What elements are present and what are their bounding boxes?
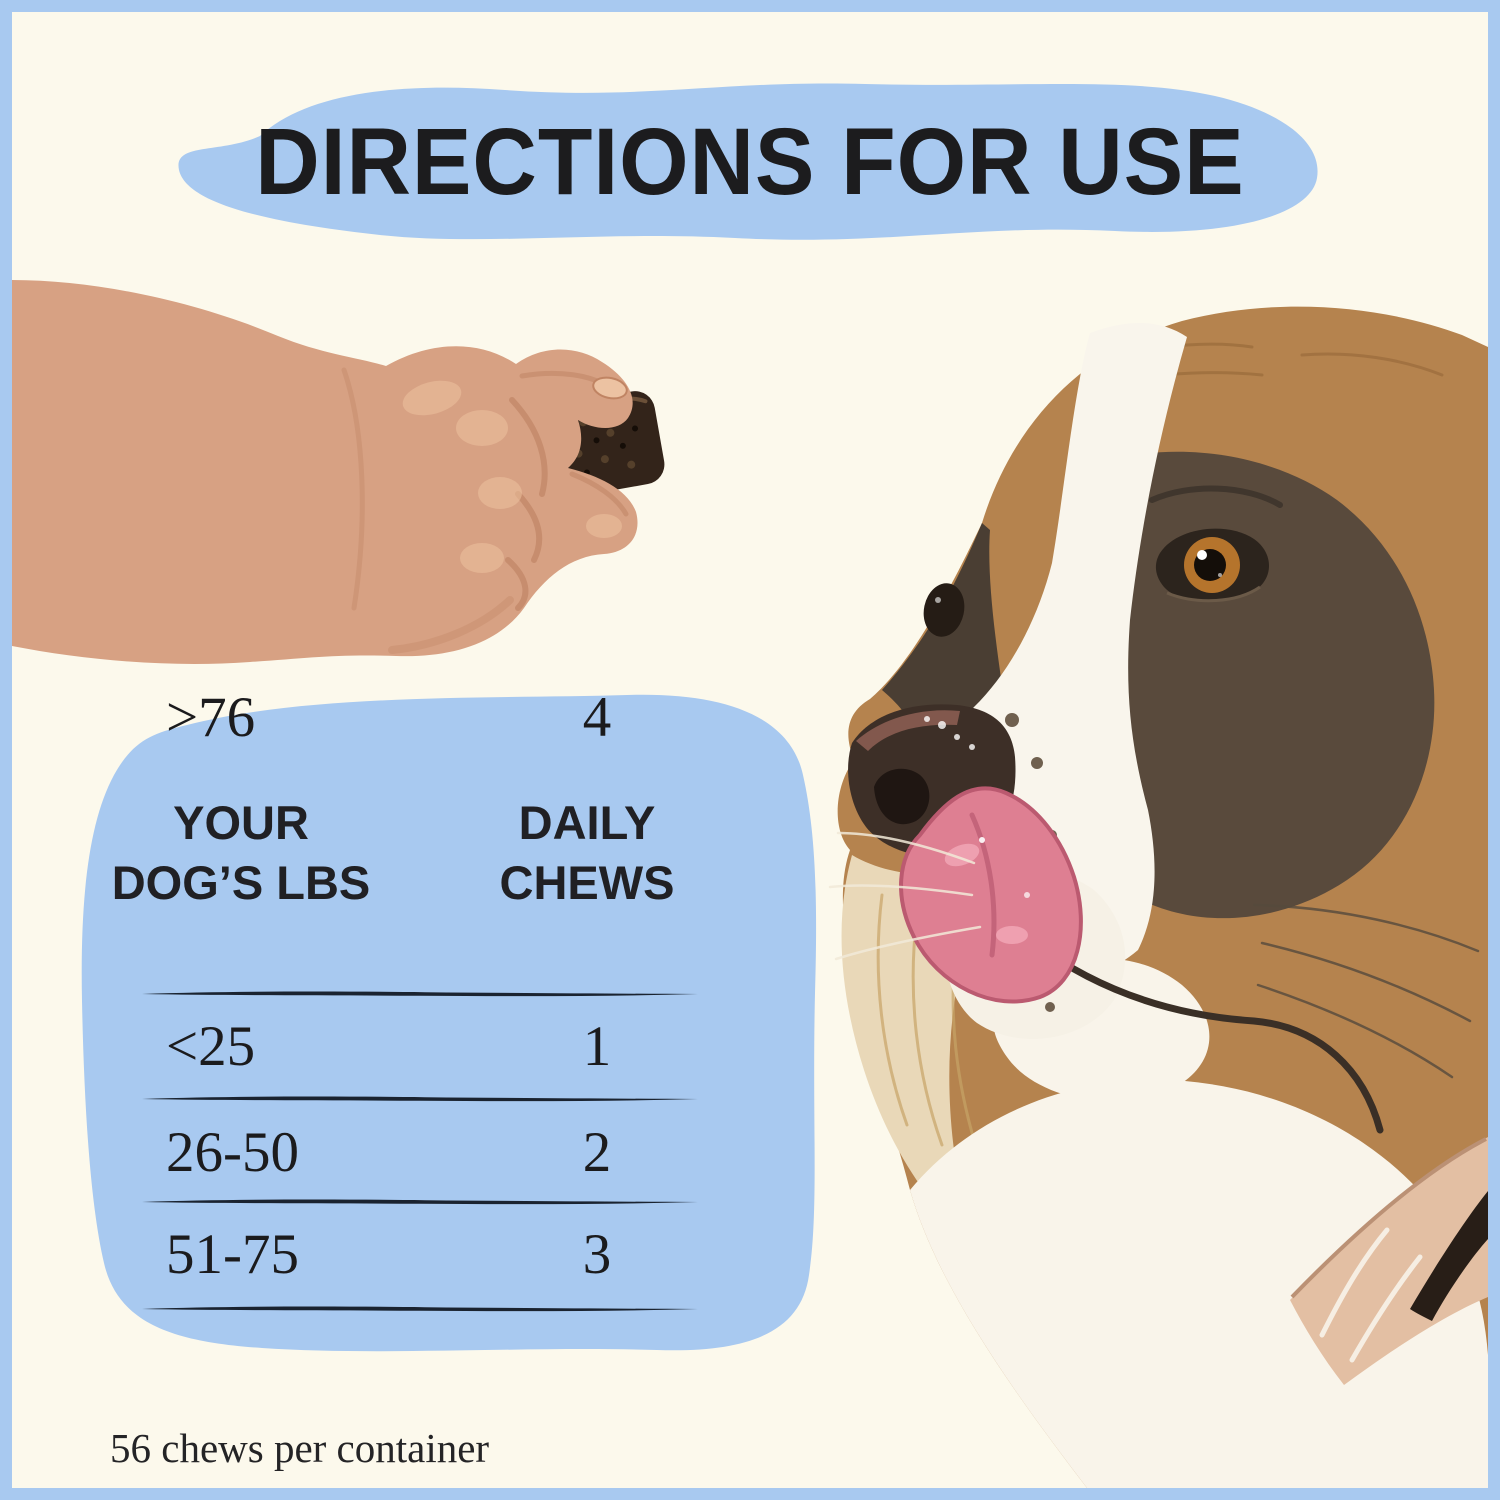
dog-photo <box>822 295 1488 1488</box>
weight-range: >76 <box>166 686 256 749</box>
chew-count: 1 <box>582 1015 612 1078</box>
table-row: 26-50 2 <box>62 1118 822 1188</box>
table-row: >76 4 <box>62 683 822 753</box>
page-title: DIRECTIONS FOR USE <box>255 108 1245 215</box>
hand-photo <box>12 278 732 710</box>
dog-far-eye <box>923 583 965 637</box>
fingernail <box>592 376 628 400</box>
title-banner: DIRECTIONS FOR USE <box>165 74 1335 250</box>
collar-buckle <box>1410 1191 1488 1321</box>
row-divider <box>142 991 698 997</box>
page-background: DIRECTIONS FOR USE <box>12 12 1488 1488</box>
table-row: <25 1 <box>62 1012 822 1082</box>
table-blob-shape <box>81 694 817 1352</box>
dosage-table: YOUR DOG’S LBS DAILY CHEWS <25 1 26-50 2… <box>62 683 822 1363</box>
dog-eye <box>1149 485 1283 603</box>
column-header-dog-lbs: YOUR DOG’S LBS <box>111 796 371 909</box>
column-header-daily-chews: DAILY CHEWS <box>499 796 675 909</box>
table-header: YOUR DOG’S LBS DAILY CHEWS <box>62 793 822 923</box>
hand-arm <box>12 280 638 665</box>
chew-count: 2 <box>582 1121 612 1184</box>
row-divider <box>142 1096 698 1102</box>
weight-range: 26-50 <box>166 1121 299 1184</box>
weight-range: 51-75 <box>166 1223 299 1286</box>
row-divider <box>142 1199 698 1205</box>
chews-per-container-note: 56 chews per container <box>110 1425 490 1471</box>
row-divider <box>142 1306 698 1312</box>
weight-range: <25 <box>166 1015 256 1078</box>
chew-count: 4 <box>582 686 612 749</box>
chew-count: 3 <box>582 1223 612 1286</box>
title-blob-shape <box>178 83 1318 240</box>
table-row: 51-75 3 <box>62 1220 822 1290</box>
dog-chest <box>910 1079 1488 1488</box>
dog-collar <box>1290 1137 1488 1385</box>
